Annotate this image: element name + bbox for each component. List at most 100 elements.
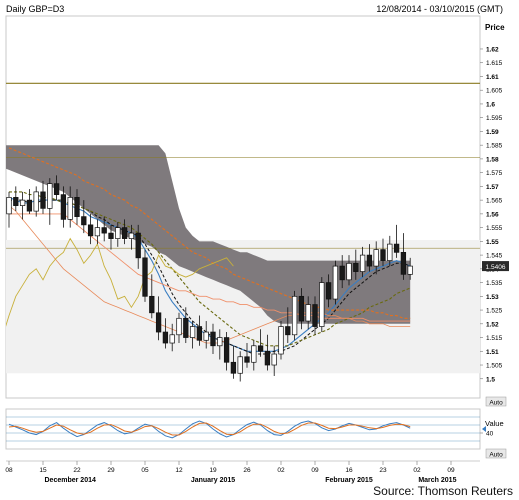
price-label: Price <box>485 23 505 32</box>
y-tick-label: 1.55 <box>486 239 499 246</box>
candle <box>271 353 277 366</box>
main-plot-area <box>6 82 480 382</box>
candle <box>244 356 250 363</box>
candle <box>6 197 12 215</box>
sub-auto-button[interactable] <box>485 448 507 459</box>
candle <box>251 345 257 363</box>
candle <box>264 350 271 366</box>
y-tick-label: 1.595 <box>486 115 503 122</box>
candle <box>40 191 46 209</box>
last-price-tag <box>482 261 509 272</box>
y-tick-label: 1.58 <box>486 156 499 163</box>
oscillator-y-tick-label: 40 <box>486 431 494 438</box>
candle <box>74 197 80 217</box>
candle <box>291 295 298 336</box>
ichimoku-cloud <box>6 145 411 324</box>
y-tick-label: 1.615 <box>486 60 503 67</box>
x-tick-label: 08 <box>5 467 13 474</box>
candle <box>332 265 339 300</box>
y-tick-label: 1.565 <box>486 198 503 205</box>
candle <box>155 312 162 333</box>
candle <box>162 331 169 344</box>
candle <box>400 251 407 275</box>
y-tick-label: 1.51 <box>486 349 499 356</box>
y-tick-label: 1.605 <box>486 88 503 95</box>
x-tick-label: 15 <box>39 467 47 474</box>
candle <box>359 254 366 272</box>
y-tick-label: 1.505 <box>486 363 503 370</box>
candle <box>183 317 189 338</box>
candle <box>108 232 114 239</box>
y-tick-label: 1.62 <box>486 46 499 53</box>
oscillator-plot <box>6 416 480 442</box>
y-axis: 1.62 1.615 1.61 1.605 1.6 1.595 1.59 1.585 1.58 1… <box>480 46 509 383</box>
candle <box>278 326 284 355</box>
candle <box>149 295 155 314</box>
oscillator-y-axis: 40 <box>480 426 494 438</box>
candle <box>339 265 345 281</box>
x-month-label: January 2015 <box>191 477 235 484</box>
candle <box>366 254 373 267</box>
candle <box>33 191 39 212</box>
y-tick-label: 1.585 <box>486 143 503 150</box>
y-tick-label: 1.555 <box>486 225 503 232</box>
source-note: Source: Thomson Reuters <box>373 484 513 498</box>
candle <box>47 183 53 209</box>
candle <box>217 337 223 347</box>
candle <box>115 227 121 239</box>
x-tick-label: 02 <box>413 467 421 474</box>
y-tick-label: 1.525 <box>486 308 503 315</box>
y-tick-label: 1.575 <box>486 170 503 177</box>
candle <box>94 227 101 237</box>
y-tick-label: 1.61 <box>486 74 499 81</box>
candle <box>393 243 400 253</box>
x-tick-label: 12 <box>175 467 183 474</box>
date-range: 12/08/2014 - 03/10/2015 (GMT) <box>376 4 503 14</box>
candle <box>325 282 332 300</box>
candle <box>373 249 379 267</box>
candle <box>285 326 291 336</box>
candle <box>237 356 243 374</box>
candle <box>387 243 393 261</box>
candle <box>203 331 209 341</box>
x-tick-label: 22 <box>73 467 81 474</box>
candle <box>353 262 359 272</box>
oscillator-orange-line <box>8 422 411 436</box>
y-tick-label: 1.5 <box>486 376 495 383</box>
candle <box>176 317 182 336</box>
y-tick-label: 1.515 <box>486 335 503 342</box>
x-month-label: March 2015 <box>418 477 456 484</box>
main-auto-button[interactable] <box>485 396 507 407</box>
y-tick-label: 1.53 <box>486 294 499 301</box>
candle <box>81 216 87 226</box>
y-tick-label: 1.6 <box>486 101 495 108</box>
x-tick-label: 19 <box>209 467 217 474</box>
y-tick-label: 1.57 <box>486 184 499 191</box>
candle <box>142 257 148 297</box>
candle <box>19 199 26 206</box>
candle <box>101 227 107 234</box>
oscillator-panel <box>5 408 481 450</box>
candle <box>60 194 67 220</box>
candle <box>13 197 19 206</box>
main-auto-label: Auto <box>489 400 503 407</box>
candle <box>407 265 413 275</box>
candle <box>210 331 216 347</box>
series-orange-dashed-line <box>8 147 411 319</box>
series-dark-dashed-line <box>9 199 411 355</box>
candle <box>312 304 318 327</box>
x-month-label: February 2015 <box>325 477 373 484</box>
oscillator-value-label: Value <box>485 419 504 428</box>
sub-auto-label: Auto <box>489 452 503 459</box>
y-tick-label: 1.545 <box>486 253 503 260</box>
x-tick-label: 02 <box>277 467 285 474</box>
candle <box>135 232 141 259</box>
y-tick-label: 1.535 <box>486 280 503 287</box>
x-tick-label: 23 <box>379 467 387 474</box>
candle <box>196 326 203 341</box>
x-tick-label: 26 <box>243 467 251 474</box>
candle <box>298 295 305 322</box>
candle <box>305 304 311 322</box>
y-tick-label: 1.59 <box>486 129 499 136</box>
